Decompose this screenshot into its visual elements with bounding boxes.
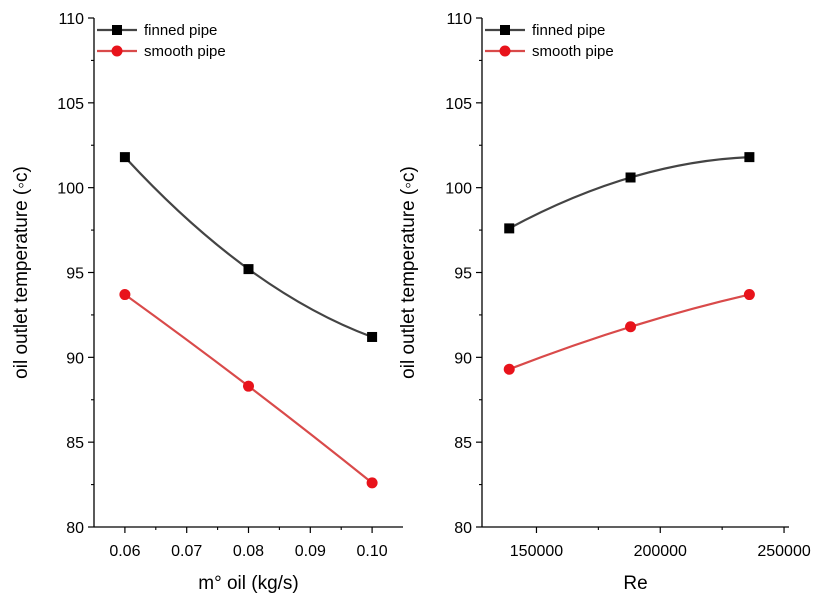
y-axis-title: oil outlet temperature (◦c) xyxy=(11,166,32,379)
legend-marker-square xyxy=(500,25,510,35)
y-tick-label: 110 xyxy=(58,11,84,28)
data-point-smooth-pipe xyxy=(366,477,378,489)
legend-label: finned pipe xyxy=(532,22,605,39)
y-tick-label: 90 xyxy=(454,350,472,367)
legend-label: finned pipe xyxy=(144,22,217,39)
y-tick-label: 90 xyxy=(66,350,84,367)
data-point-finned-pipe xyxy=(119,152,130,163)
y-tick-label: 80 xyxy=(66,520,84,537)
data-point-finned-pipe xyxy=(744,152,755,163)
legend-marker-circle xyxy=(499,45,511,57)
data-point-smooth-pipe xyxy=(743,289,755,301)
y-tick-label: 100 xyxy=(57,181,84,198)
y-tick-label: 110 xyxy=(446,11,472,28)
legend-marker-circle xyxy=(111,45,123,57)
legend-label: smooth pipe xyxy=(532,43,614,60)
legend-marker-square xyxy=(112,25,122,35)
data-point-smooth-pipe xyxy=(625,321,637,333)
x-axis-title: m° oil (kg/s) xyxy=(198,573,299,594)
y-tick-label: 95 xyxy=(66,266,84,283)
data-point-smooth-pipe xyxy=(119,289,131,301)
x-tick-label: 0.06 xyxy=(109,543,140,560)
x-tick-label: 0.07 xyxy=(171,543,202,560)
legend-label: smooth pipe xyxy=(144,43,226,60)
data-point-finned-pipe xyxy=(367,331,378,342)
chart-panel-left: 80 85 90 95 100 105 110 0.06 0.07 0.08 0.09 0.10 m° … xyxy=(11,11,403,594)
x-axis-title: Re xyxy=(623,573,647,594)
y-tick-label: 85 xyxy=(454,435,472,452)
y-tick-label: 105 xyxy=(57,96,84,113)
series-line-finned-pipe xyxy=(508,156,750,230)
x-tick-label: 150000 xyxy=(510,543,563,560)
y-tick-label: 105 xyxy=(445,96,472,113)
x-tick-label: 0.08 xyxy=(233,543,264,560)
data-point-finned-pipe xyxy=(625,172,636,183)
y-tick-label: 85 xyxy=(66,435,84,452)
x-tick-label: 250000 xyxy=(757,543,810,560)
data-point-smooth-pipe xyxy=(243,380,254,392)
y-tick-label: 80 xyxy=(454,520,472,537)
data-point-smooth-pipe xyxy=(503,363,515,375)
chart-panel-right: 80 85 90 95 100 105 110 150000 200000 250000 Re oil… xyxy=(398,11,811,594)
y-tick-label: 100 xyxy=(445,181,472,198)
x-tick-label: 0.10 xyxy=(357,543,388,560)
data-point-finned-pipe xyxy=(243,264,254,275)
x-tick-label: 200000 xyxy=(634,543,687,560)
y-axis-title: oil outlet temperature (◦c) xyxy=(398,166,419,379)
y-tick-label: 95 xyxy=(454,266,472,283)
x-tick-label: 0.09 xyxy=(295,543,326,560)
data-point-finned-pipe xyxy=(504,223,515,234)
series-line-finned-pipe xyxy=(124,156,373,339)
